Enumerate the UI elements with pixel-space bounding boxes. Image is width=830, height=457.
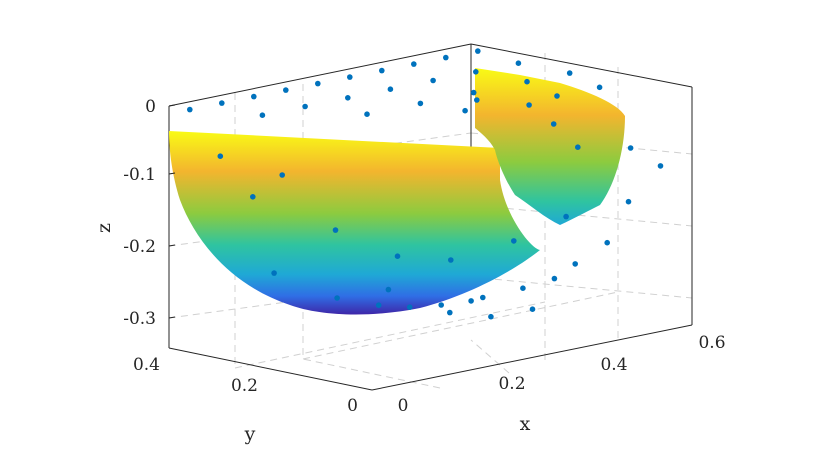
scatter-points <box>187 48 664 320</box>
data-point <box>448 257 454 263</box>
z-tick-label: 0 <box>145 97 156 117</box>
data-point <box>385 286 392 293</box>
data-point <box>657 163 664 169</box>
data-point <box>345 95 351 101</box>
surface <box>169 68 625 315</box>
data-point <box>375 302 382 309</box>
data-point <box>468 298 474 304</box>
data-point <box>563 213 569 220</box>
data-point <box>283 87 289 93</box>
data-point <box>554 93 560 99</box>
y-tick-label: 0 <box>347 396 358 416</box>
data-point <box>332 227 339 233</box>
data-point <box>627 145 634 151</box>
z-axis-label: z <box>93 223 115 233</box>
y-tick-label: 0.4 <box>133 355 160 375</box>
data-point <box>406 304 413 311</box>
data-point <box>364 111 370 117</box>
y-axis-label: y <box>244 423 256 445</box>
data-point <box>551 275 558 282</box>
data-point <box>524 78 530 85</box>
data-point <box>443 54 449 61</box>
data-point <box>394 253 401 259</box>
data-point <box>526 102 532 108</box>
data-point <box>447 309 453 316</box>
z-axis: 0 -0.1 -0.2 -0.3 z <box>93 97 176 329</box>
data-point <box>302 103 308 110</box>
data-point <box>475 48 481 54</box>
data-point <box>474 97 480 103</box>
data-point <box>596 84 603 91</box>
data-point <box>470 89 477 96</box>
y-tick-label: 0.2 <box>231 376 258 396</box>
data-point <box>417 100 424 107</box>
data-point <box>219 100 225 106</box>
data-point <box>566 70 573 76</box>
data-point <box>625 198 632 205</box>
data-point <box>411 61 417 67</box>
data-point <box>515 60 522 66</box>
data-point <box>488 313 494 320</box>
data-point <box>347 74 353 80</box>
data-point <box>529 306 536 313</box>
data-point <box>187 106 193 113</box>
x-tick-label: 0.2 <box>498 374 525 394</box>
data-point <box>462 107 468 114</box>
data-point <box>334 295 340 301</box>
z-tick-label: -0.3 <box>123 309 156 329</box>
x-tick-label: 0.4 <box>600 355 627 375</box>
x-tick-label: 0.6 <box>698 333 725 353</box>
data-point <box>520 285 526 292</box>
data-point <box>379 67 385 74</box>
data-point <box>271 270 277 276</box>
z-tick-label: -0.2 <box>123 237 156 257</box>
data-point <box>550 121 557 127</box>
data-point <box>251 93 257 100</box>
x-axis: 0 0.2 0.4 0.6 x <box>398 333 726 435</box>
y-axis: 0.4 0.2 0 y <box>133 355 358 445</box>
data-point <box>572 261 578 267</box>
data-point <box>604 239 610 246</box>
data-point <box>511 238 517 244</box>
data-point <box>387 86 394 92</box>
data-point <box>438 302 445 308</box>
z-tick-label: -0.1 <box>123 165 156 185</box>
data-point <box>217 153 224 159</box>
data-point <box>480 294 486 301</box>
data-point <box>430 77 436 84</box>
data-point <box>315 80 321 87</box>
data-point <box>250 194 256 200</box>
data-point <box>259 112 266 118</box>
data-point <box>279 172 286 178</box>
x-tick-label: 0 <box>398 396 409 416</box>
x-axis-label: x <box>520 413 531 435</box>
data-point <box>473 69 479 75</box>
data-point <box>575 144 581 150</box>
